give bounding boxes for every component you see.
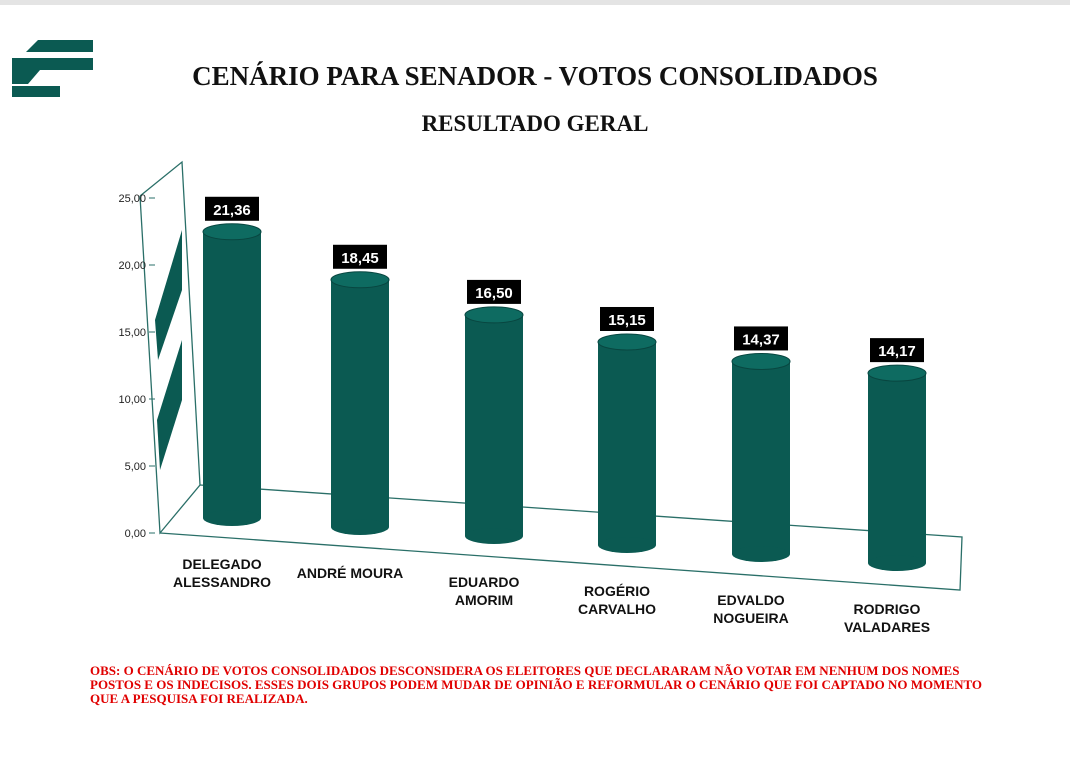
bar-top <box>597 333 657 351</box>
bar-top <box>202 223 262 241</box>
top-bar <box>0 0 1070 5</box>
bar-body <box>465 314 523 536</box>
bar-body <box>598 341 656 545</box>
y-tick-label: 5,00 <box>125 461 146 473</box>
value-label-bg <box>600 306 654 331</box>
bar <box>202 223 262 526</box>
x-tick-label: EDVALDO NOGUEIRA <box>713 592 789 626</box>
wall-decoration <box>155 230 182 470</box>
bar <box>731 352 791 562</box>
bar <box>330 271 390 535</box>
y-tick-label: 20,00 <box>118 260 146 272</box>
bar-top <box>330 271 390 289</box>
value-label: 15,15 <box>608 312 646 329</box>
y-tick-label: 0,00 <box>125 528 146 540</box>
chart-title: CENÁRIO PARA SENADOR - VOTOS CONSOLIDADO… <box>192 61 878 91</box>
bar-bottom <box>732 546 790 562</box>
chart-subtitle: RESULTADO GERAL <box>422 111 649 136</box>
bar-body <box>331 279 389 527</box>
bar-bottom <box>331 519 389 535</box>
y-tick-label: 10,00 <box>118 394 146 406</box>
logo <box>12 40 93 97</box>
bar-bottom <box>465 528 523 544</box>
bar <box>464 306 524 544</box>
x-tick-label: EDUARDO AMORIM <box>448 574 520 608</box>
value-label: 14,17 <box>878 343 916 360</box>
y-tick-label: 15,00 <box>118 327 146 339</box>
bar <box>867 364 927 571</box>
value-label: 16,50 <box>475 285 513 302</box>
bar-top <box>464 306 524 324</box>
value-label: 21,36 <box>213 202 251 219</box>
bar-bottom <box>203 510 261 526</box>
value-label-bg <box>205 196 259 221</box>
x-tick-label: ANDRÉ MOURA <box>296 565 404 581</box>
bar-top <box>867 364 927 382</box>
x-tick-label: ROGÉRIO CARVALHO <box>577 583 657 617</box>
bar-top <box>731 352 791 370</box>
value-label-bg <box>467 279 521 304</box>
bar-body <box>732 361 790 554</box>
bar-bottom <box>868 555 926 571</box>
bar-body <box>203 231 261 518</box>
value-label: 14,37 <box>742 331 780 348</box>
value-label: 18,45 <box>341 250 379 267</box>
value-label-bg <box>333 244 387 269</box>
x-tick-label: DELEGADO ALESSANDRO <box>172 556 271 590</box>
bar-body <box>868 373 926 563</box>
bar <box>597 333 657 553</box>
x-tick-label: RODRIGO VALADARES <box>843 601 931 635</box>
y-tick-label: 25,00 <box>118 193 146 205</box>
note: OBS: O CENÁRIO DE VOTOS CONSOLIDADOS DES… <box>90 663 983 706</box>
axes-frame <box>139 160 963 591</box>
bar-bottom <box>598 537 656 553</box>
value-label-bg <box>734 326 788 351</box>
value-label-bg <box>870 338 924 363</box>
